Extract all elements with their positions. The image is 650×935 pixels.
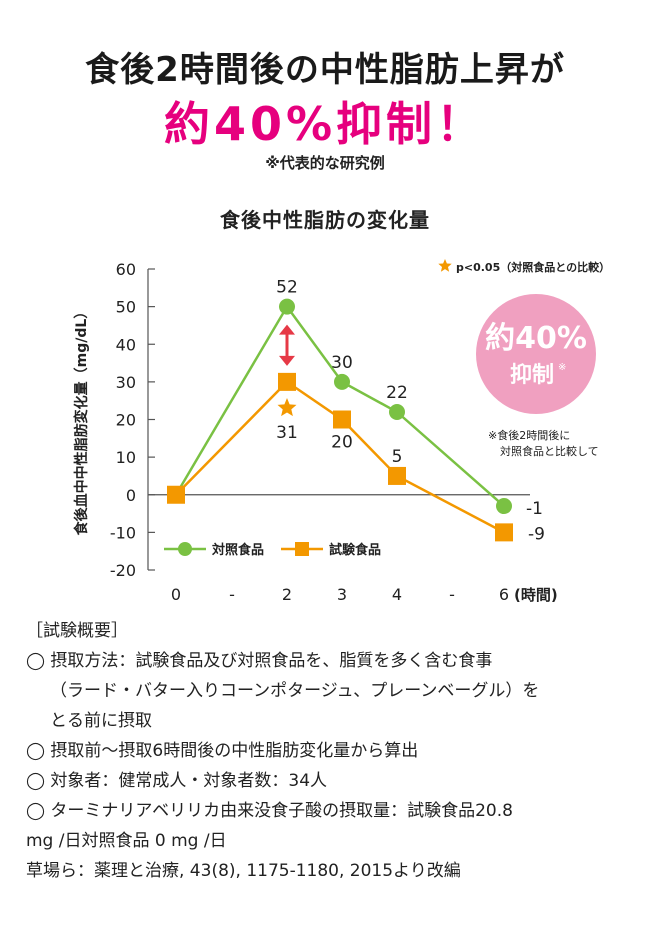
x-tick-label: 2 <box>282 585 292 604</box>
x-tick-label: - <box>449 585 455 604</box>
data-point <box>279 298 295 315</box>
study-note: ※代表的な研究例 <box>265 154 385 172</box>
x-tick-label: 4 <box>392 585 402 604</box>
data-point <box>388 466 406 485</box>
badge-line-2: 抑制 <box>510 363 554 388</box>
summary-heading: ［試験概要］ <box>26 621 128 641</box>
data-label: 20 <box>331 433 353 453</box>
summary-line: （ラード・バター入りコーンポタージュ、プレーンベーグル）を <box>50 681 540 701</box>
legend-marker <box>178 542 192 556</box>
source-citation: 草場ら：薬理と治療, 43(8), 1175-1180, 2015より改編 <box>26 861 461 881</box>
y-axis-title: 食後血中中性脂肪変化量（mg/dL） <box>73 305 90 536</box>
headline: 食後2時間後の中性脂肪上昇が <box>85 50 565 90</box>
badge-mark: ※ <box>558 362 566 373</box>
y-tick-label: 60 <box>116 260 136 279</box>
x-tick-label: 0 <box>171 585 181 604</box>
note-star-icon <box>438 259 452 272</box>
reduction-headline: 約40%抑制！ <box>163 97 487 151</box>
y-tick-label: 20 <box>116 411 136 430</box>
data-label: 30 <box>331 353 353 373</box>
summary-line: ◯ 摂取方法：試験食品及び対照食品を、脂質を多く含む食事 <box>26 651 493 671</box>
series-line <box>175 380 505 534</box>
x-tick-label: 6 <box>499 585 509 604</box>
significance-star-icon <box>277 398 297 417</box>
summary-line: とる前に摂取 <box>50 711 152 731</box>
series-layer: 52 30 22 -1 31 20 5 -9 <box>167 278 545 544</box>
legend-marker <box>295 542 309 556</box>
badge-note: ※食後2時間後に <box>488 428 570 442</box>
y-tick-label: -20 <box>110 561 136 580</box>
x-tick-label: 3 <box>337 585 347 604</box>
data-point <box>167 485 185 504</box>
data-label: 22 <box>386 383 408 403</box>
reduction-badge <box>476 294 596 414</box>
summary-line: ◯ ターミナリアベリリカ由来没食子酸の摂取量：試験食品20.8 <box>26 801 513 821</box>
data-point <box>389 403 405 420</box>
data-label: 52 <box>276 278 298 298</box>
legend-label: 試験食品 <box>329 542 381 558</box>
chart-title: 食後中性脂肪の変化量 <box>220 208 430 232</box>
y-tick-label: 30 <box>116 373 136 392</box>
y-tick-label: 0 <box>126 486 136 505</box>
badge-line-1: 約40% <box>485 321 587 356</box>
y-tick-label: -10 <box>110 523 136 542</box>
summary-line: mg /日対照食品 0 mg /日 <box>26 831 227 851</box>
x-tick-label: - <box>229 585 235 604</box>
arrow-head-down <box>279 355 295 366</box>
data-point <box>333 410 351 429</box>
summary-line: ◯ 対象者：健常成人・対象者数：34人 <box>26 771 328 791</box>
y-tick-label: 50 <box>116 298 136 317</box>
y-tick-label: 10 <box>116 448 136 467</box>
data-point <box>278 372 296 391</box>
y-tick-label: 40 <box>116 335 136 354</box>
data-label: -1 <box>526 499 543 519</box>
significance-note: p<0.05（対照食品との比較） <box>456 260 610 274</box>
data-label: -9 <box>528 524 545 544</box>
data-point <box>496 498 512 515</box>
chart: 60 50 40 30 20 10 0 -10 -20 0 - 2 3 4 - 6 (時間) 食後血中中性脂肪変化… <box>73 259 610 604</box>
chart-overlay: 対照食品 試験食品 p<0.05（対照食品との比較） 約40% 抑制 ※ ※食後2時間後に対… <box>164 259 610 558</box>
data-point <box>334 373 350 390</box>
legend-label: 対照食品 <box>211 542 264 558</box>
data-label: 5 <box>392 447 403 467</box>
chart-axes: 60 50 40 30 20 10 0 -10 -20 0 - 2 3 4 - 6 (時間) 食後血中中性脂肪変化… <box>73 260 558 604</box>
summary-line: ◯ 摂取前〜摂取6時間後の中性脂肪変化量から算出 <box>26 741 419 761</box>
series-line <box>174 304 505 507</box>
badge-note: 対照食品と比較して <box>500 444 599 458</box>
study-summary: ［試験概要］ ◯ 摂取方法：試験食品及び対照食品を、脂質を多く含む食事 （ラード… <box>26 616 626 886</box>
data-label: 31 <box>276 423 298 443</box>
x-unit-label: (時間) <box>514 586 558 604</box>
arrow-head-up <box>279 324 295 335</box>
data-point <box>495 523 513 542</box>
